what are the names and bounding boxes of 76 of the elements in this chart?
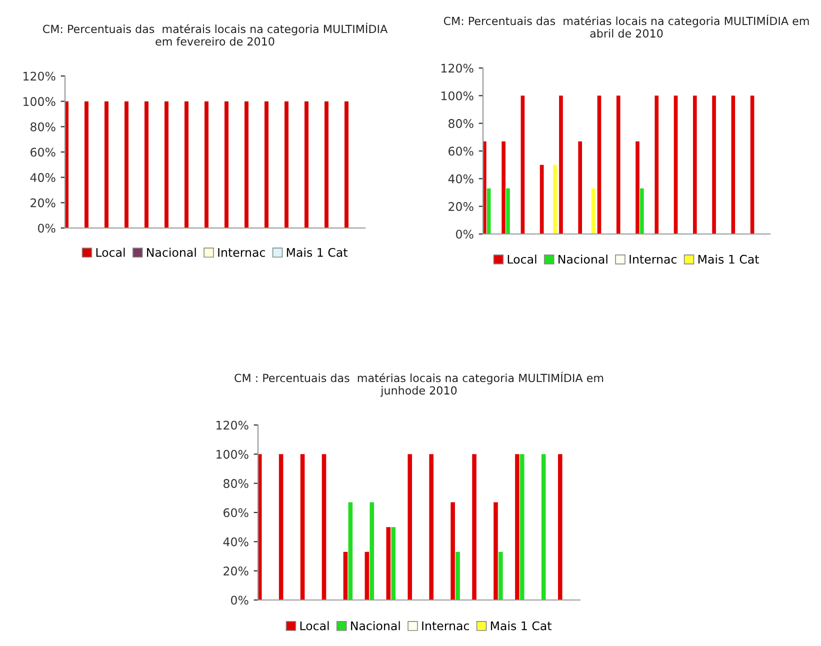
legend-label: Local (300, 621, 329, 630)
legend-label: Nacional (147, 248, 196, 257)
bar (654, 96, 659, 234)
y-tick-label: 20% (448, 202, 474, 211)
bar (343, 552, 348, 600)
chart-title: CM: Percentuais das matérais locais na categoria MULTIMÍDIA em fevereiro de 2010 (42, 22, 388, 46)
bar (616, 96, 620, 234)
bar (450, 502, 455, 600)
legend-label: Internac (218, 248, 265, 257)
bar (591, 188, 596, 234)
y-tick-label: 0% (456, 230, 474, 239)
chart-title: CM : Percentuais das matérias locais na categoria MULTIMÍDIA em junhode 2010 (234, 372, 604, 397)
y-tick-label: 100% (216, 450, 248, 459)
legend-label: Mais 1 Cat (698, 254, 759, 264)
bar (348, 502, 353, 600)
bar (636, 141, 640, 234)
y-tick-label: 40% (223, 537, 248, 546)
y-tick-label: 120% (216, 420, 248, 430)
bar (278, 454, 284, 600)
legend-label: Mais 1 Cat (490, 621, 552, 630)
y-tick-label: 60% (30, 148, 56, 157)
y-tick-label: 120% (24, 72, 56, 81)
bar (731, 96, 736, 234)
y-tick-label: 40% (448, 174, 474, 184)
y-tick-label: 60% (224, 508, 248, 518)
y-tick-label: 0% (231, 596, 248, 605)
bar (750, 96, 754, 234)
bar (386, 527, 391, 600)
bar (258, 454, 262, 600)
bar (322, 454, 326, 600)
bar (300, 454, 305, 600)
bar (540, 164, 544, 234)
bar (558, 454, 562, 600)
y-tick-label: 0% (38, 224, 56, 233)
bar (429, 454, 434, 600)
y-tick-label: 40% (30, 173, 56, 182)
chart-title: CM: Percentuais das matérias locais na categoria MULTIMÍDIA em abril de 2010 (444, 14, 809, 38)
y-tick-label: 100% (442, 91, 474, 100)
y-tick-label: 80% (448, 119, 474, 128)
legend-label: Local (96, 248, 125, 257)
bar (712, 96, 716, 234)
bar (506, 188, 510, 234)
bar (515, 454, 520, 600)
y-tick-label: 80% (30, 122, 56, 132)
bar (391, 527, 396, 600)
bar (578, 141, 582, 234)
y-tick-label: 100% (24, 97, 56, 106)
legend-label: Mais 1 Cat (286, 248, 348, 257)
bar (559, 96, 563, 234)
y-tick-label: 80% (224, 479, 248, 488)
legend-label: Internac (630, 254, 676, 264)
bar (553, 164, 557, 234)
legend-label: Nacional (351, 621, 400, 630)
y-tick-label: 20% (224, 566, 248, 576)
legend-label: Internac (422, 621, 469, 630)
bar (370, 502, 374, 600)
bar (597, 96, 602, 234)
bar (486, 188, 491, 234)
bar (408, 454, 412, 600)
bar (520, 454, 524, 600)
bar (674, 96, 678, 234)
bar (541, 454, 546, 600)
bar (692, 96, 697, 234)
bar (364, 552, 370, 600)
y-tick-label: 60% (448, 146, 474, 156)
legend-label: Nacional (558, 254, 608, 264)
bar (494, 502, 498, 600)
bar (640, 188, 644, 234)
bar (502, 141, 506, 234)
bar (520, 96, 525, 234)
y-tick-label: 20% (30, 198, 56, 208)
legend-label: Local (508, 254, 536, 264)
bar (498, 552, 503, 600)
bar (456, 552, 460, 600)
bar (472, 454, 476, 600)
y-tick-label: 120% (442, 64, 474, 73)
